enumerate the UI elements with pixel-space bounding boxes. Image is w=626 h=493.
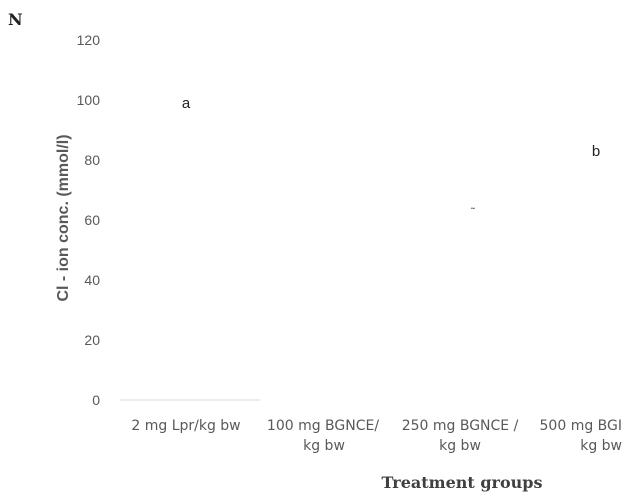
y-axis-ticks: 0 20 40 60 80 100 120 <box>77 32 101 408</box>
y-tick-label: 100 <box>77 92 101 108</box>
x-axis-tick-labels: 2 mg Lpr/kg bw 100 mg BGNCE/kg bw 250 mg B… <box>131 418 622 454</box>
y-tick-label: 120 <box>77 32 101 48</box>
y-tick-label: 80 <box>84 152 100 168</box>
y-axis-label: Cl - ion conc. (mmol/l) <box>55 134 72 301</box>
y-tick-label: 20 <box>84 332 100 348</box>
x-tick-label: 100 mg BGNCE/ <box>267 418 379 434</box>
x-tick-label: kg bw <box>439 438 481 454</box>
data-label: b <box>592 143 600 160</box>
panel-letter: N <box>8 10 23 29</box>
y-tick-label: 0 <box>92 392 100 408</box>
small-mark: ˜ <box>470 205 476 219</box>
x-tick-label: 2 mg Lpr/kg bw <box>131 418 240 434</box>
x-axis-label: Treatment groups <box>382 473 543 492</box>
data-labels: ab <box>182 95 600 160</box>
x-tick-label: kg bw <box>580 438 622 454</box>
data-label: a <box>182 95 191 112</box>
x-tick-label: kg bw <box>303 438 345 454</box>
y-tick-label: 40 <box>84 272 100 288</box>
x-tick-label: 500 mg BGI <box>540 418 622 434</box>
x-tick-label: 250 mg BGNCE / <box>402 418 519 434</box>
y-tick-label: 60 <box>84 212 100 228</box>
